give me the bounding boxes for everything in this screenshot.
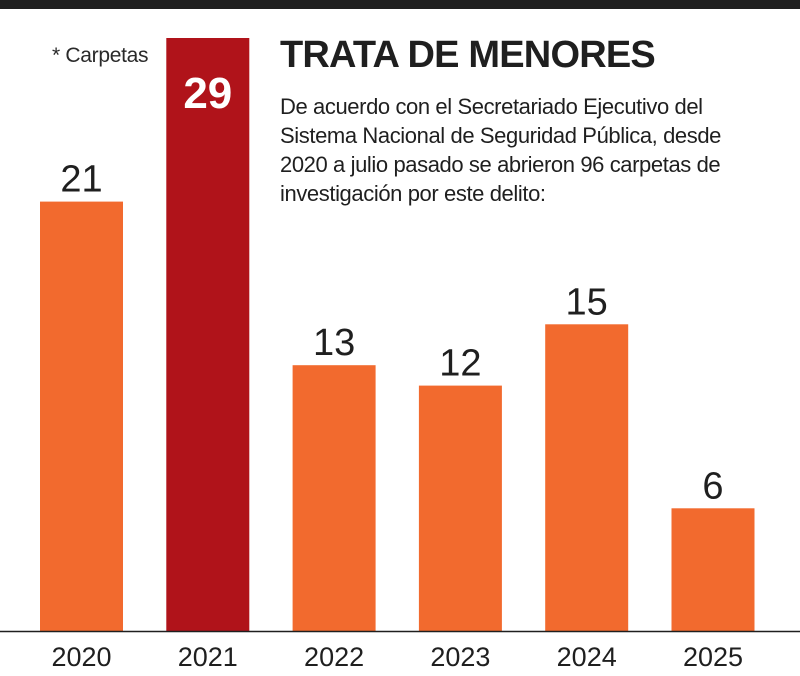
unit-note: * Carpetas [52,44,149,67]
top-rule [0,0,800,9]
chart-title: TRATA DE MENORES [280,34,656,76]
data-label-2020: 21 [60,159,102,201]
x-tick-2021: 2021 [178,642,238,672]
chart-description: De acuerdo con el Secretariado Ejecutivo… [280,94,722,206]
data-label-2021: 29 [183,69,232,118]
bar-2024 [545,324,629,631]
bar-2022 [292,365,376,631]
x-tick-2024: 2024 [557,642,617,672]
data-label-2025: 6 [702,465,723,507]
data-label-2023: 12 [439,343,481,385]
bar-2020 [40,201,123,631]
x-tick-2025: 2025 [683,642,743,672]
bar-2023 [418,385,502,631]
data-label-2024: 15 [566,281,608,323]
x-tick-2022: 2022 [304,642,364,672]
data-label-2022: 13 [313,322,355,364]
bar-2021 [166,38,250,631]
x-tick-2020: 2020 [51,642,111,672]
x-tick-2023: 2023 [430,642,490,672]
bar-2025 [671,508,755,631]
